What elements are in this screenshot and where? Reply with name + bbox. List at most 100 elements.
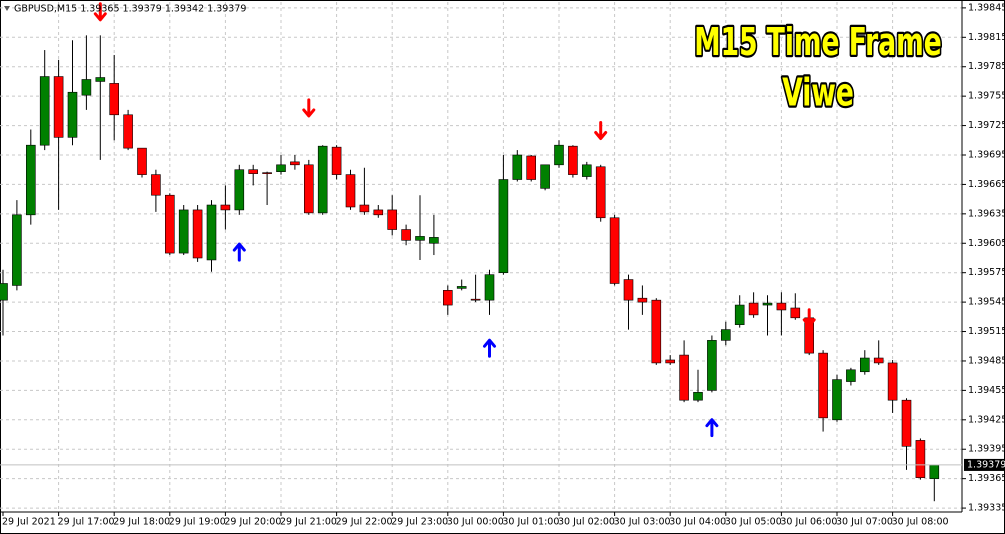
candle-body xyxy=(832,379,842,421)
candle-body xyxy=(818,352,828,419)
candle-body xyxy=(234,169,245,211)
x-tick-label: 30 Jul 07:00 xyxy=(836,517,893,528)
x-tick-label: 29 Jul 17:00 xyxy=(58,517,115,528)
candle-body xyxy=(53,76,64,138)
candle-body xyxy=(929,464,940,479)
y-tick-label: 1.39695 xyxy=(968,150,1005,161)
candle-body xyxy=(456,286,467,289)
candle-body xyxy=(401,229,411,241)
candle-body xyxy=(498,179,509,273)
candle-body xyxy=(540,164,550,189)
x-tick-label: 30 Jul 06:00 xyxy=(780,517,837,528)
y-tick-label: 1.39755 xyxy=(968,91,1005,102)
x-tick-label: 29 Jul 2021 xyxy=(2,517,56,528)
candle-body xyxy=(290,161,300,166)
candle-body xyxy=(554,144,564,166)
overlay-title: M15 Time Frame xyxy=(694,20,941,64)
candle-body xyxy=(859,357,870,373)
candle-body xyxy=(707,340,717,391)
y-tick-label: 1.39785 xyxy=(968,61,1005,72)
candle-body xyxy=(679,354,689,401)
candle-body xyxy=(109,83,119,116)
sell-arrow xyxy=(802,308,816,328)
candle-body xyxy=(720,329,731,341)
y-tick-label: 1.39425 xyxy=(968,414,1005,425)
candle-body xyxy=(915,440,926,478)
candle-body xyxy=(165,194,175,254)
candle-body xyxy=(665,359,676,364)
candle-body xyxy=(623,279,634,301)
y-tick-label: 1.39545 xyxy=(968,297,1005,308)
y-tick-label: 1.39575 xyxy=(968,267,1005,278)
candle-body xyxy=(317,145,328,214)
y-tick-label: 1.39395 xyxy=(968,444,1005,455)
candle-body xyxy=(512,154,523,180)
y-tick-label: 1.39665 xyxy=(968,179,1005,190)
current-price-box xyxy=(964,458,1004,471)
y-tick-label: 1.39725 xyxy=(968,120,1005,131)
candle-body xyxy=(137,147,147,175)
candle-body xyxy=(178,209,189,254)
x-tick-label: 30 Jul 04:00 xyxy=(669,517,726,528)
candle-body xyxy=(734,304,745,325)
candle-body xyxy=(470,298,481,301)
y-tick-label: 1.39455 xyxy=(968,385,1005,396)
candle-body xyxy=(873,357,884,364)
candle-body xyxy=(12,214,22,286)
candle-body xyxy=(429,237,439,244)
candle-body xyxy=(151,174,161,196)
candle-body xyxy=(39,76,50,146)
y-tick-label: 1.39605 xyxy=(968,238,1005,249)
buy-arrow xyxy=(483,338,496,358)
y-tick-label: 1.39335 xyxy=(968,503,1005,514)
candle-body xyxy=(206,204,217,261)
overlay-subtitle: Viwe xyxy=(782,71,854,115)
x-tick-label: 29 Jul 22:00 xyxy=(336,517,393,528)
candle-body xyxy=(581,164,592,177)
x-tick-label: 30 Jul 01:00 xyxy=(502,517,559,528)
candle-body xyxy=(901,399,912,447)
candle-body xyxy=(595,166,606,219)
candle-body xyxy=(762,302,773,306)
candle-body xyxy=(359,204,370,213)
candle-body xyxy=(693,392,703,401)
candle-body xyxy=(81,79,92,96)
candle-body xyxy=(526,155,537,180)
candle-body xyxy=(331,146,342,175)
candle-body xyxy=(568,145,578,175)
candle-body xyxy=(373,209,384,216)
candle-body xyxy=(0,283,8,301)
y-tick-label: 1.39815 xyxy=(968,32,1005,43)
candle-body xyxy=(192,209,203,259)
candle-body xyxy=(276,164,286,172)
overlay-group: M15 Time Frame Viwe xyxy=(692,18,943,116)
candle-body xyxy=(748,302,759,316)
candle-body xyxy=(123,114,133,149)
candle-body xyxy=(651,299,662,364)
y-tick-label: 1.39845 xyxy=(968,2,1005,13)
candle-body xyxy=(846,369,856,382)
x-tick-label: 29 Jul 18:00 xyxy=(113,517,170,528)
y-tick-label: 1.39635 xyxy=(968,208,1005,219)
x-tick-label: 29 Jul 23:00 xyxy=(391,517,448,528)
y-tick-label: 1.39365 xyxy=(968,473,1005,484)
candle-body xyxy=(790,307,801,319)
sell-arrow xyxy=(93,2,107,22)
x-tick-label: 30 Jul 00:00 xyxy=(447,517,504,528)
candle-body xyxy=(95,77,106,82)
candle-body xyxy=(415,236,425,241)
candle-body xyxy=(262,172,272,174)
candle-body xyxy=(609,217,620,284)
candle-body xyxy=(442,290,453,306)
x-tick-label: 29 Jul 20:00 xyxy=(224,517,281,528)
y-tick-label: 1.39515 xyxy=(968,326,1005,337)
candle-body xyxy=(303,164,314,214)
candle-body xyxy=(887,362,898,401)
current-price-label: 1.39379 xyxy=(967,459,1005,470)
x-tick-label: 30 Jul 05:00 xyxy=(725,517,782,528)
sell-arrow xyxy=(594,120,608,140)
candle-body xyxy=(484,274,495,301)
